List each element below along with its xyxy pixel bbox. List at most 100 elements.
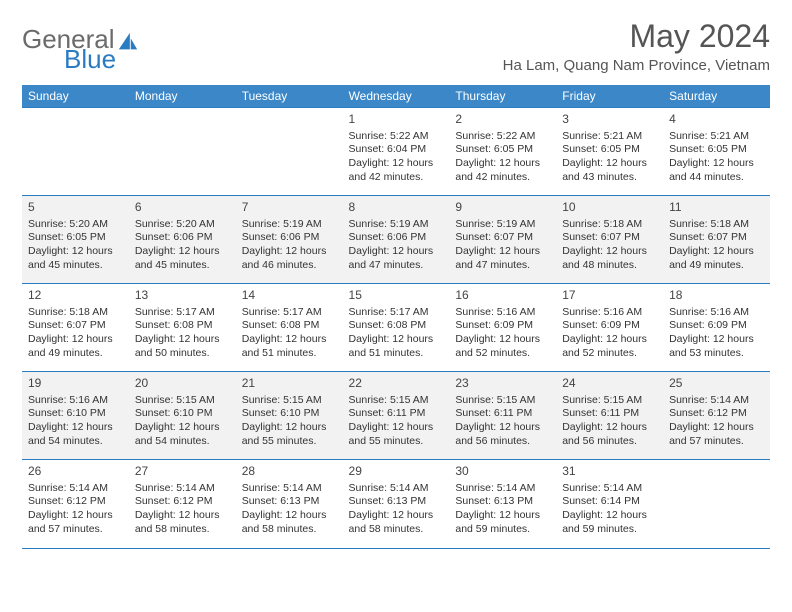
day-number: 18 [669, 288, 764, 304]
sunset-line: Sunset: 6:07 PM [562, 231, 657, 245]
day-number: 7 [242, 200, 337, 216]
sunset-line: Sunset: 6:12 PM [135, 495, 230, 509]
calendar-cell: 20Sunrise: 5:15 AMSunset: 6:10 PMDayligh… [129, 372, 236, 460]
day-number: 13 [135, 288, 230, 304]
sunrise-line: Sunrise: 5:22 AM [349, 130, 444, 144]
calendar-cell: 27Sunrise: 5:14 AMSunset: 6:12 PMDayligh… [129, 460, 236, 548]
day-number: 3 [562, 112, 657, 128]
title-block: May 2024 Ha Lam, Quang Nam Province, Vie… [503, 18, 770, 74]
weekday-thu: Thursday [449, 85, 556, 107]
calendar-cell [236, 108, 343, 196]
sunrise-line: Sunrise: 5:22 AM [455, 130, 550, 144]
calendar-cell: 2Sunrise: 5:22 AMSunset: 6:05 PMDaylight… [449, 108, 556, 196]
sunrise-line: Sunrise: 5:14 AM [242, 482, 337, 496]
calendar-cell: 4Sunrise: 5:21 AMSunset: 6:05 PMDaylight… [663, 108, 770, 196]
daylight-line: Daylight: 12 hours and 55 minutes. [349, 421, 444, 448]
calendar-cell: 31 Sunrise: 5:14 AMSunset: 6:14 PMDayligh… [556, 460, 663, 548]
calendar-cell: 7Sunrise: 5:19 AMSunset: 6:06 PMDaylight… [236, 196, 343, 284]
daylight-line: Daylight: 12 hours and 52 minutes. [455, 333, 550, 360]
day-number: 27 [135, 464, 230, 480]
weekday-sun: Sunday [22, 85, 129, 107]
calendar-cell: 30Sunrise: 5:14 AMSunset: 6:13 PMDayligh… [449, 460, 556, 548]
sunset-line: Sunset: 6:13 PM [242, 495, 337, 509]
day-number: 5 [28, 200, 123, 216]
sunrise-line: Sunrise: 5:14 AM [455, 482, 550, 496]
sunrise-line: Sunrise: 5:18 AM [562, 218, 657, 232]
calendar-cell: 11Sunrise: 5:18 AMSunset: 6:07 PMDayligh… [663, 196, 770, 284]
sunset-line: Sunset: 6:07 PM [455, 231, 550, 245]
sunrise-line: Sunrise: 5:20 AM [135, 218, 230, 232]
day-number: 26 [28, 464, 123, 480]
sunrise-line: Sunrise: 5:17 AM [135, 306, 230, 320]
sunrise-line: Sunrise: 5:14 AM [349, 482, 444, 496]
day-number: 11 [669, 200, 764, 216]
daylight-line: Daylight: 12 hours and 49 minutes. [28, 333, 123, 360]
sunset-line: Sunset: 6:10 PM [242, 407, 337, 421]
sunrise-line: Sunrise: 5:20 AM [28, 218, 123, 232]
day-number: 23 [455, 376, 550, 392]
sunset-line: Sunset: 6:10 PM [28, 407, 123, 421]
sunset-line: Sunset: 6:13 PM [455, 495, 550, 509]
day-number: 22 [349, 376, 444, 392]
sunrise-line: Sunrise: 5:16 AM [669, 306, 764, 320]
sunset-line: Sunset: 6:09 PM [669, 319, 764, 333]
day-number: 4 [669, 112, 764, 128]
sunrise-line: Sunrise: 5:14 AM [562, 482, 657, 496]
sunrise-line: Sunrise: 5:17 AM [242, 306, 337, 320]
calendar-cell [129, 108, 236, 196]
sunrise-line: Sunrise: 5:15 AM [349, 394, 444, 408]
day-number: 12 [28, 288, 123, 304]
day-number: 8 [349, 200, 444, 216]
calendar-cell: 24Sunrise: 5:15 AMSunset: 6:11 PMDayligh… [556, 372, 663, 460]
sunrise-line: Sunrise: 5:14 AM [28, 482, 123, 496]
sunset-line: Sunset: 6:05 PM [455, 143, 550, 157]
day-number: 10 [562, 200, 657, 216]
daylight-line: Daylight: 12 hours and 52 minutes. [562, 333, 657, 360]
calendar-cell: 10Sunrise: 5:18 AMSunset: 6:07 PMDayligh… [556, 196, 663, 284]
day-number: 9 [455, 200, 550, 216]
calendar-cell: 1Sunrise: 5:22 AMSunset: 6:04 PMDaylight… [343, 108, 450, 196]
weekday-mon: Monday [129, 85, 236, 107]
daylight-line: Daylight: 12 hours and 57 minutes. [669, 421, 764, 448]
sunrise-line: Sunrise: 5:15 AM [135, 394, 230, 408]
month-title: May 2024 [503, 18, 770, 55]
daylight-line: Daylight: 12 hours and 54 minutes. [135, 421, 230, 448]
weekday-header: Sunday Monday Tuesday Wednesday Thursday… [22, 85, 770, 107]
calendar-cell [663, 460, 770, 548]
calendar-cell: 13Sunrise: 5:17 AMSunset: 6:08 PMDayligh… [129, 284, 236, 372]
sunrise-line: Sunrise: 5:15 AM [242, 394, 337, 408]
daylight-line: Daylight: 12 hours and 59 minutes. [562, 509, 657, 536]
sunset-line: Sunset: 6:12 PM [669, 407, 764, 421]
daylight-line: Daylight: 12 hours and 58 minutes. [135, 509, 230, 536]
bottom-rule [22, 548, 770, 549]
daylight-line: Daylight: 12 hours and 54 minutes. [28, 421, 123, 448]
daylight-line: Daylight: 12 hours and 56 minutes. [562, 421, 657, 448]
calendar-cell: 25Sunrise: 5:14 AMSunset: 6:12 PMDayligh… [663, 372, 770, 460]
calendar-cell [22, 108, 129, 196]
daylight-line: Daylight: 12 hours and 51 minutes. [349, 333, 444, 360]
day-number: 15 [349, 288, 444, 304]
sunrise-line: Sunrise: 5:21 AM [562, 130, 657, 144]
daylight-line: Daylight: 12 hours and 45 minutes. [28, 245, 123, 272]
sunset-line: Sunset: 6:07 PM [28, 319, 123, 333]
day-number: 16 [455, 288, 550, 304]
daylight-line: Daylight: 12 hours and 45 minutes. [135, 245, 230, 272]
sunset-line: Sunset: 6:06 PM [242, 231, 337, 245]
sunset-line: Sunset: 6:09 PM [562, 319, 657, 333]
daylight-line: Daylight: 12 hours and 56 minutes. [455, 421, 550, 448]
daylight-line: Daylight: 12 hours and 53 minutes. [669, 333, 764, 360]
calendar-cell: 16Sunrise: 5:16 AMSunset: 6:09 PMDayligh… [449, 284, 556, 372]
sunrise-line: Sunrise: 5:18 AM [28, 306, 123, 320]
sail-icon [117, 31, 139, 53]
day-number: 20 [135, 376, 230, 392]
sunrise-line: Sunrise: 5:16 AM [28, 394, 123, 408]
daylight-line: Daylight: 12 hours and 44 minutes. [669, 157, 764, 184]
day-number: 28 [242, 464, 337, 480]
day-number: 17 [562, 288, 657, 304]
calendar-cell: 21Sunrise: 5:15 AMSunset: 6:10 PMDayligh… [236, 372, 343, 460]
sunset-line: Sunset: 6:13 PM [349, 495, 444, 509]
sunrise-line: Sunrise: 5:19 AM [242, 218, 337, 232]
day-number: 31 [562, 464, 657, 480]
sunset-line: Sunset: 6:08 PM [349, 319, 444, 333]
sunset-line: Sunset: 6:14 PM [562, 495, 657, 509]
